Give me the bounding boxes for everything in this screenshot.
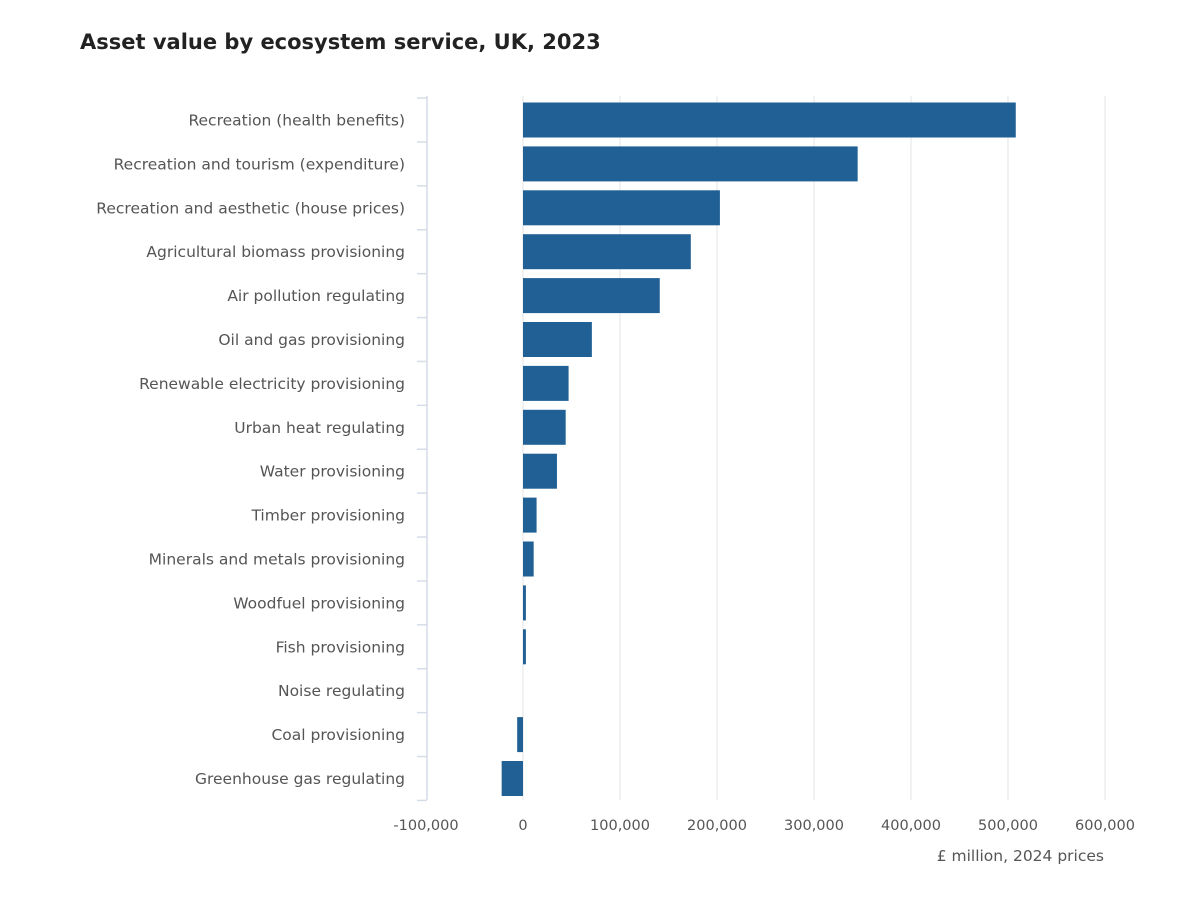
bar[interactable] — [523, 322, 592, 357]
category-label: Coal provisioning — [271, 726, 405, 744]
x-tick-label: 500,000 — [978, 818, 1038, 834]
category-label: Air pollution regulating — [227, 287, 405, 305]
category-label: Recreation (health benefits) — [188, 112, 405, 130]
bar[interactable] — [523, 146, 858, 182]
category-label: Greenhouse gas regulating — [195, 770, 405, 788]
bar[interactable] — [523, 453, 557, 489]
bar[interactable] — [523, 585, 526, 621]
bar[interactable] — [523, 278, 660, 314]
x-tick-label: -100,000 — [393, 818, 458, 834]
x-tick-label: 400,000 — [881, 818, 941, 834]
category-label: Noise regulating — [278, 682, 405, 700]
category-label: Minerals and metals provisioning — [149, 551, 405, 569]
x-tick-label: 300,000 — [784, 818, 844, 834]
category-label: Fish provisioning — [276, 638, 405, 656]
category-label: Timber provisioning — [250, 507, 405, 525]
x-tick-label: 0 — [518, 818, 527, 834]
bar[interactable] — [523, 190, 720, 226]
x-tick-label: 200,000 — [687, 818, 747, 834]
category-label: Agricultural biomass provisioning — [146, 243, 405, 261]
bar[interactable] — [523, 541, 534, 577]
chart-title: Asset value by ecosystem service, UK, 20… — [80, 30, 601, 54]
bar[interactable] — [501, 761, 523, 796]
category-label: Woodfuel provisioning — [233, 594, 405, 612]
bar[interactable] — [523, 497, 537, 533]
category-label: Urban heat regulating — [234, 419, 405, 437]
category-label: Oil and gas provisioning — [218, 331, 405, 349]
bar[interactable] — [523, 629, 526, 665]
category-label: Water provisioning — [260, 463, 405, 481]
category-label: Recreation and aesthetic (house prices) — [96, 199, 405, 217]
x-tick-label: 600,000 — [1075, 818, 1135, 834]
bar[interactable] — [517, 717, 523, 753]
bar[interactable] — [523, 365, 569, 401]
bar[interactable] — [523, 234, 691, 270]
x-axis-title: £ million, 2024 prices — [937, 847, 1104, 865]
x-tick-label: 100,000 — [590, 818, 650, 834]
bar[interactable] — [523, 102, 1016, 138]
category-label: Recreation and tourism (expenditure) — [114, 155, 405, 173]
category-label: Renewable electricity provisioning — [139, 375, 405, 393]
bar[interactable] — [523, 409, 566, 445]
